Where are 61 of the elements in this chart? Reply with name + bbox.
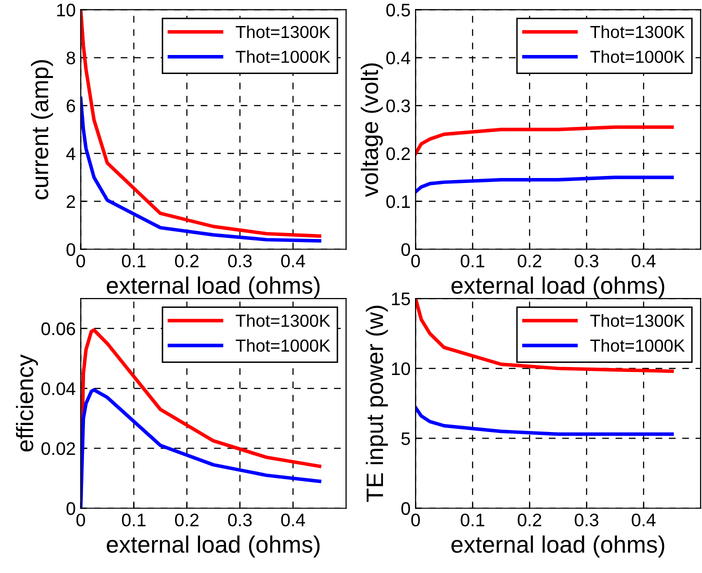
x-tick-label: 0 [76, 254, 86, 268]
y-tick-label: 0 [401, 243, 410, 256]
x-tick-label: 0 [76, 514, 86, 526]
y-tick-label: 4 [66, 148, 76, 160]
y-axis-title: efficiency [16, 354, 38, 452]
y-tick-label: 0.02 [41, 442, 75, 456]
legend-label: Thot=1000K [236, 339, 330, 352]
x-tick-label: 0.1 [460, 254, 484, 268]
line-series [80, 388, 322, 508]
y-tick-label: 10 [392, 362, 410, 376]
x-axis-title: external load (ohms) [451, 536, 664, 558]
y-tick-label: 0.1 [386, 195, 410, 208]
legend-label: Thot=1000K [236, 50, 330, 63]
x-tick-label: 0.3 [574, 514, 598, 526]
x-axis-title: external load (ohms) [106, 536, 320, 558]
line-series [80, 96, 322, 243]
y-axis-title: current (amp) [31, 60, 54, 200]
legend-label: Thot=1300K [236, 25, 330, 38]
x-tick-label: 0.4 [632, 514, 656, 526]
line-series [416, 406, 674, 436]
y-tick-label: 6 [66, 99, 76, 112]
y-tick-label: 15 [392, 292, 410, 306]
x-tick-label: 0.1 [122, 254, 146, 268]
legend-label: Thot=1300K [236, 314, 330, 327]
x-tick-label: 0 [411, 254, 420, 268]
x-tick-label: 0.2 [518, 254, 542, 268]
x-tick-label: 0.4 [281, 514, 306, 526]
x-tick-label: 0.2 [518, 514, 542, 526]
y-tick-label: 0.2 [386, 147, 410, 160]
y-tick-label: 0 [66, 502, 76, 515]
line-series [416, 125, 674, 156]
x-tick-label: 0 [411, 514, 420, 526]
y-tick-label: 0 [66, 243, 76, 256]
y-axis-title: voltage (volt) [360, 63, 383, 197]
y-tick-label: 8 [66, 52, 76, 64]
x-tick-label: 0.1 [122, 514, 146, 526]
x-tick-label: 0.3 [574, 254, 598, 268]
legend-label: Thot=1300K [590, 314, 685, 327]
x-tick-label: 0.3 [228, 254, 252, 268]
x-tick-label: 0.2 [175, 254, 199, 268]
y-tick-label: 0.4 [386, 52, 410, 64]
x-tick-label: 0.2 [175, 514, 199, 526]
y-tick-label: 0 [401, 502, 410, 515]
x-tick-label: 0.1 [460, 514, 484, 526]
legend-label: Thot=1000K [590, 339, 685, 352]
y-tick-label: 0.06 [41, 322, 76, 336]
legend-label: Thot=1000K [590, 50, 685, 63]
y-tick-label: 5 [401, 432, 410, 446]
line-series [416, 176, 674, 194]
x-axis-title: external load (ohms) [106, 276, 320, 298]
y-axis-title: TE input power (w) [366, 306, 388, 502]
x-tick-label: 0.4 [281, 254, 306, 268]
y-tick-label: 2 [66, 195, 75, 208]
legend-label: Thot=1300K [590, 25, 685, 38]
x-tick-label: 0.4 [632, 254, 656, 268]
y-tick-label: 0.3 [386, 99, 410, 112]
y-tick-label: 0.5 [386, 4, 410, 16]
x-tick-label: 0.3 [228, 514, 252, 526]
y-tick-label: 0.04 [41, 382, 76, 396]
x-axis-title: external load (ohms) [451, 276, 664, 298]
y-tick-label: 10 [57, 4, 76, 16]
